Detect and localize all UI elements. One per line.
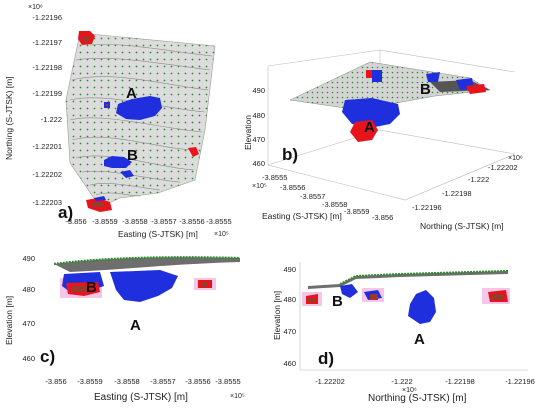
xlabel-c: Easting (S-JTSK) [m] <box>94 392 188 403</box>
xtick: -3.8558 <box>322 200 347 209</box>
zlabel-b: Elevation <box>243 115 253 150</box>
x-exponent-b: ×10⁵ <box>252 183 267 190</box>
ytick: -1.22197 <box>32 38 62 47</box>
xtick: -3.8559 <box>344 207 369 216</box>
ztick: 470 <box>252 135 265 144</box>
xtick: -3.856 <box>372 213 393 222</box>
ytick: 470 <box>22 319 35 328</box>
ytick: -1.222 <box>41 115 62 124</box>
marker-A-c: A <box>130 317 141 334</box>
marker-B-b: B <box>420 81 431 98</box>
ytick: -1.22196 <box>32 13 62 22</box>
y-exponent-a: ×10⁶ <box>28 4 43 11</box>
xtick: -3.8559 <box>92 217 117 226</box>
xlabel-b: Easting (S-JTSK) [m] <box>262 211 342 221</box>
ytick: -1.22202 <box>32 170 62 179</box>
ytick: -1.22198 <box>32 63 62 72</box>
xtick: -3.8558 <box>122 217 147 226</box>
xtick: -3.8558 <box>114 377 139 386</box>
xtick: -3.8555 <box>206 217 231 226</box>
marker-B-d: B <box>332 293 343 310</box>
ytick: -1.222 <box>468 175 489 184</box>
terrain-surface-c <box>54 257 240 272</box>
panel-label-b: b) <box>282 145 298 164</box>
xtick: -3.8557 <box>150 377 175 386</box>
ztick: 490 <box>252 86 265 95</box>
ytick: -1.22199 <box>32 89 62 98</box>
panel-c: A B 490 480 470 460 Elevation [m] -3.856… <box>4 254 245 403</box>
xtick: -3.8556 <box>185 377 210 386</box>
ytick: -1.22202 <box>488 163 518 172</box>
yticks-d: 490 480 470 460 <box>283 265 296 368</box>
marker-A-b: A <box>364 119 375 136</box>
x-exponent-c: ×10⁵ <box>230 393 245 400</box>
anomaly-red-a-b <box>350 120 378 142</box>
marker-A-a: A <box>126 85 137 102</box>
xtick: -1.22202 <box>315 377 345 386</box>
anomaly-blue-a-c <box>110 270 178 302</box>
xlabel-a: Easting (S-JTSK) [m] <box>118 229 198 239</box>
panel-label-d: d) <box>318 349 334 368</box>
ylabel-c: Elevation [m] <box>4 296 14 345</box>
yticks-c: 490 480 470 460 <box>22 254 35 363</box>
ytick: 460 <box>22 354 35 363</box>
xticks-a: -3.856 -3.8559 -3.8558 -3.8557 -3.8556 -… <box>65 217 231 226</box>
ztick: 480 <box>252 111 265 120</box>
ylabel-a: Northing (S-JTSK) [m] <box>4 76 14 160</box>
panel-d: A B 490 480 470 460 Elevation [m] -1.222… <box>272 262 535 404</box>
zticks-b: 490 480 470 460 <box>252 86 265 168</box>
anomaly-red-right-a <box>188 147 199 157</box>
ytick: -1.22203 <box>32 198 62 207</box>
xtick: -1.22198 <box>445 377 475 386</box>
xtick: -1.222 <box>391 377 412 386</box>
ytick: 480 <box>22 285 35 294</box>
ytick: 460 <box>283 359 296 368</box>
ytick: 490 <box>22 254 35 263</box>
xtick: -3.8557 <box>151 217 176 226</box>
ytick: -1.22198 <box>442 189 472 198</box>
ytick: 480 <box>283 295 296 304</box>
xticks-d: -1.22202 -1.222 -1.22198 -1.22196 <box>315 377 535 386</box>
xlabel-d: Northing (S-JTSK) [m] <box>368 393 467 404</box>
panel-a: A B -1.22196 -1.22197 -1.22198 -1.22199 … <box>4 4 232 239</box>
ylabel-b: Northing (S-JTSK) [m] <box>420 221 504 231</box>
xtick: -3.8559 <box>77 377 102 386</box>
anomaly-blue-b-a <box>104 156 132 168</box>
ytick: -1.22196 <box>412 203 442 212</box>
xticks-b: -3.8555 -3.8556 -3.8557 -3.8558 -3.8559 … <box>262 173 393 222</box>
ylabel-d: Elevation [m] <box>272 291 282 340</box>
anomaly-blue-a-d <box>408 290 436 324</box>
xtick: -3.856 <box>45 377 66 386</box>
xtick: -3.8555 <box>262 173 287 182</box>
panel-b: A B 490 480 470 460 Elevation -3.8555 -3… <box>243 49 523 231</box>
xtick: -1.22196 <box>505 377 535 386</box>
yticks-b: -1.22202 -1.222 -1.22198 -1.22196 <box>412 163 518 212</box>
ytick: -1.22201 <box>32 142 62 151</box>
panel-label-a: a) <box>58 203 73 222</box>
anomaly-blue-a-b <box>342 98 400 128</box>
anomaly-blue-b-d <box>340 284 358 298</box>
xtick: -3.8557 <box>300 192 325 201</box>
anomaly-blue-a <box>116 96 162 120</box>
marker-B-c: B <box>86 279 97 296</box>
x-exponent-a: ×10⁵ <box>214 231 229 238</box>
xtick: -3.8556 <box>179 217 204 226</box>
xtick: -3.8556 <box>280 183 305 192</box>
y-exponent-b: ×10⁶ <box>508 155 523 162</box>
x-exponent-d: ×10⁶ <box>402 387 417 394</box>
xtick: -3.8555 <box>215 377 240 386</box>
ytick: 490 <box>283 265 296 274</box>
marker-B-a: B <box>127 147 138 164</box>
marker-A-d: A <box>414 331 425 348</box>
ztick: 460 <box>252 159 265 168</box>
yticks-a: -1.22196 -1.22197 -1.22198 -1.22199 -1.2… <box>32 13 62 207</box>
xticks-c: -3.856 -3.8559 -3.8558 -3.8557 -3.8556 -… <box>45 377 240 386</box>
panel-label-c: c) <box>40 347 55 366</box>
xtick: -3.856 <box>65 217 86 226</box>
ytick: 470 <box>283 327 296 336</box>
